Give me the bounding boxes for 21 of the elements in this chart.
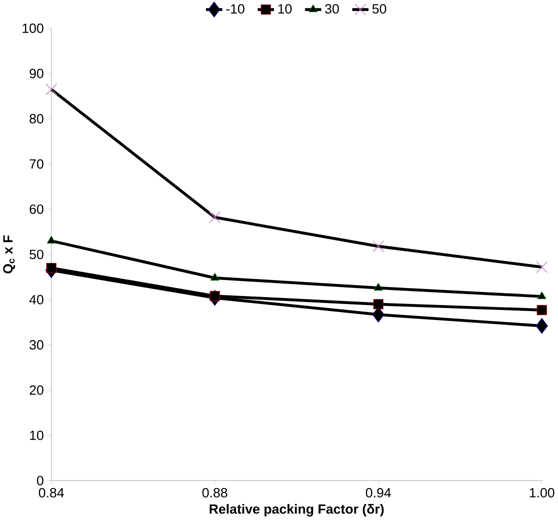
legend-label: 30 <box>325 4 339 14</box>
legend-label: 10 <box>278 4 292 14</box>
y-tick-label: 70 <box>30 159 44 169</box>
y-tick-label: 80 <box>30 114 44 124</box>
x-tick-label: 0.94 <box>366 488 391 498</box>
legend-label: 50 <box>372 4 386 14</box>
x-axis-title: Relative packing Factor (δr) <box>210 504 384 517</box>
y-tick-label: 40 <box>29 295 44 305</box>
y-tick-label: 100 <box>22 24 44 34</box>
y-tick-label: 10 <box>30 430 44 440</box>
y-tick-label: 90 <box>30 68 44 78</box>
x-tick-label: 1.00 <box>530 488 554 498</box>
x-tick-label: 0.84 <box>38 488 64 498</box>
y-axis-title: Q$_{c}$ x F <box>3 236 16 274</box>
legend-label: -10 <box>226 4 244 14</box>
y-tick-label: 50 <box>30 250 44 260</box>
y-tick-label: 0 <box>37 476 44 486</box>
y-tick-label: 60 <box>30 204 44 214</box>
y-tick-label: 20 <box>30 386 44 396</box>
x-tick-label: 0.88 <box>202 488 228 498</box>
y-tick-label: 30 <box>30 340 44 350</box>
